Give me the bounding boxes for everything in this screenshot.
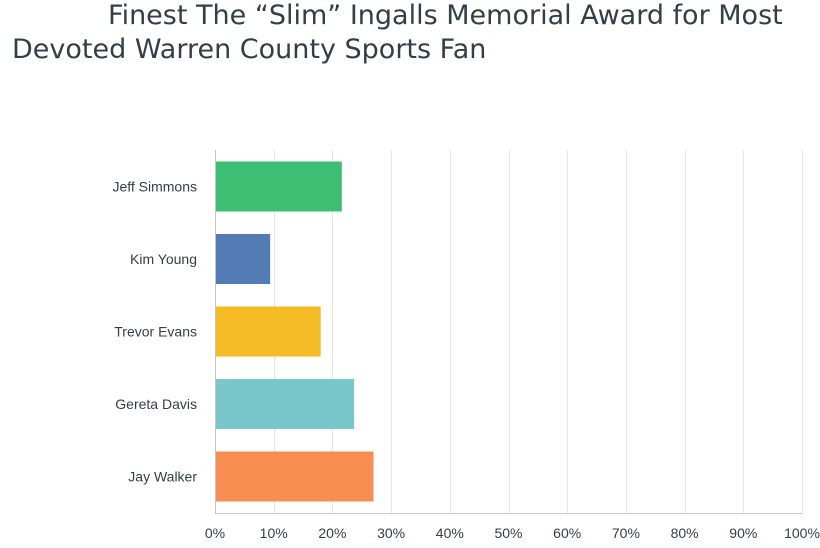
x-tick-labels: 0% 10% 20% 30% 40% 50% 60% 70% 80% 90% 100% [205, 525, 820, 541]
bar-gereta-davis [216, 379, 355, 429]
x-tick-label: 100% [784, 525, 820, 541]
category-label: Trevor Evans [114, 324, 197, 340]
bar-trevor-evans [216, 306, 321, 357]
gridlines [274, 150, 803, 513]
bars [216, 161, 374, 502]
bar-jeff-simmons [216, 161, 342, 212]
x-tick-label: 30% [377, 525, 405, 541]
bar-kim-young [216, 234, 271, 284]
x-tick-label: 0% [205, 525, 225, 541]
category-label: Kim Young [130, 251, 197, 267]
x-tick-label: 40% [436, 525, 464, 541]
category-labels: Jeff Simmons Kim Young Trevor Evans Gereta … [112, 179, 197, 485]
x-tick-label: 80% [671, 525, 699, 541]
chart-title-line-1: Finest The “Slim” Ingalls Memorial Award… [108, 0, 783, 31]
x-tick-label: 60% [553, 525, 581, 541]
axes [215, 150, 803, 514]
x-tick-label: 90% [729, 525, 757, 541]
bar-jay-walker [216, 451, 374, 502]
category-label: Gereta Davis [115, 396, 197, 412]
x-tick-label: 10% [260, 525, 288, 541]
x-tick-label: 50% [494, 525, 522, 541]
chart-title: Finest The “Slim” Ingalls Memorial Award… [0, 0, 820, 75]
category-label: Jay Walker [128, 469, 197, 485]
chart-title-line-2: Devoted Warren County Sports Fan [12, 34, 487, 65]
x-tick-label: 20% [318, 525, 346, 541]
x-tick-label: 70% [612, 525, 640, 541]
category-label: Jeff Simmons [112, 179, 197, 195]
